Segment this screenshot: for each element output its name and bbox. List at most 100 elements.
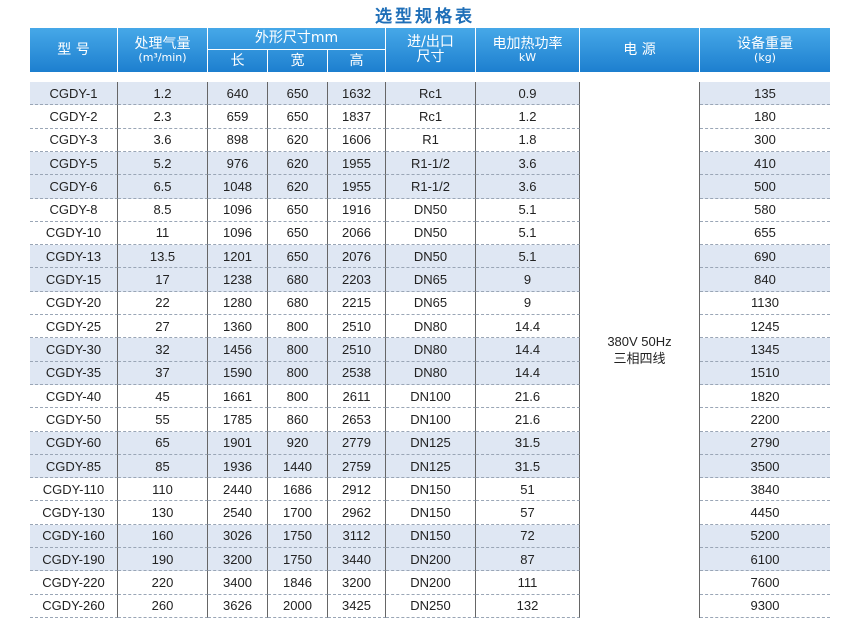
- cell-text: 2759: [342, 458, 371, 474]
- header-text: 电 源: [623, 41, 656, 58]
- cell-text: DN80: [413, 341, 448, 357]
- table-cell: DN80: [386, 338, 476, 362]
- cell-text: 45: [155, 388, 170, 404]
- table-cell: 2790: [700, 432, 830, 455]
- table-cell: CGDY-10: [30, 221, 118, 246]
- header-text: (m³/min): [138, 50, 187, 64]
- table-cell: 135: [700, 82, 830, 106]
- cell-text: 132: [516, 598, 539, 614]
- cell-text: CGDY-40: [45, 388, 102, 404]
- table-cell: 5.1: [476, 221, 580, 246]
- cell-text: CGDY-2: [49, 108, 98, 124]
- header-text: 电加热功率: [492, 35, 563, 52]
- cell-text: 1750: [283, 528, 312, 544]
- table-cell: 1820: [700, 385, 830, 409]
- cell-text: 2611: [342, 388, 371, 404]
- cell-text: 976: [226, 155, 249, 171]
- cell-text: 2653: [342, 411, 371, 427]
- table-cell: CGDY-1: [30, 82, 118, 106]
- header-text: 高: [349, 52, 364, 69]
- table-cell: 3.6: [476, 175, 580, 199]
- cell-text: 260: [151, 598, 174, 614]
- cell-text: DN250: [410, 598, 451, 614]
- table-cell: 2510: [328, 338, 386, 362]
- cell-text: 920: [286, 435, 309, 451]
- cell-text: 659: [226, 108, 249, 124]
- table-cell: 650: [268, 221, 328, 246]
- table-cell: Rc1: [386, 105, 476, 129]
- cell-text: 3026: [223, 528, 252, 544]
- cell-text: 65: [155, 435, 170, 451]
- cell-text: 6.5: [153, 178, 172, 194]
- table-cell: 650: [268, 198, 328, 222]
- table-cell: 72: [476, 524, 580, 549]
- cell-text: 2510: [342, 318, 371, 334]
- table-cell: DN80: [386, 315, 476, 339]
- cell-text: CGDY-3: [49, 132, 98, 148]
- cell-text: 21.6: [514, 388, 541, 404]
- cell-text: 11: [155, 225, 170, 241]
- cell-text: 1.2: [153, 85, 172, 101]
- table-cell: CGDY-85: [30, 454, 118, 479]
- cell-text: 2540: [223, 505, 252, 521]
- cell-text: 9300: [750, 598, 780, 614]
- table-cell: 1.8: [476, 128, 580, 152]
- cell-text: 14.4: [514, 341, 541, 357]
- cell-text: 650: [286, 225, 309, 241]
- supply-text: 380V 50Hz: [607, 334, 672, 349]
- supply-text: 三相四线: [613, 351, 666, 366]
- cell-text: 650: [286, 248, 309, 264]
- cell-text: DN50: [413, 202, 448, 218]
- table-cell: 1590: [208, 361, 268, 385]
- cell-text: 1590: [223, 365, 252, 381]
- header-cell: 处理气量 (m³/min): [118, 28, 208, 72]
- cell-text: DN65: [413, 272, 448, 288]
- header-text: 外形尺寸mm: [254, 30, 339, 46]
- table-cell: 9: [476, 291, 580, 316]
- cell-text: 1.8: [518, 132, 537, 148]
- cell-text: 1785: [223, 411, 252, 427]
- table-cell: 500: [700, 175, 830, 199]
- cell-text: 2538: [342, 365, 371, 381]
- header-cell: 外形尺寸mm: [208, 28, 386, 50]
- table-cell: DN100: [386, 408, 476, 432]
- cell-text: 55: [155, 411, 170, 427]
- cell-text: 27: [155, 318, 170, 334]
- table-cell: 1785: [208, 408, 268, 432]
- table-cell: 3026: [208, 524, 268, 549]
- table-cell: 2510: [328, 315, 386, 339]
- cell-text: 3840: [750, 481, 780, 497]
- cell-text: 1632: [342, 85, 371, 101]
- cell-text: 6100: [750, 551, 780, 567]
- table-cell: 2076: [328, 245, 386, 269]
- cell-text: 130: [151, 505, 174, 521]
- table-cell: CGDY-2: [30, 105, 118, 129]
- cell-text: 500: [754, 178, 776, 194]
- table-cell: 800: [268, 338, 328, 362]
- table-cell: 1280: [208, 291, 268, 316]
- cell-text: 22: [155, 295, 170, 311]
- table-cell: DN50: [386, 198, 476, 222]
- table-cell: 1632: [328, 82, 386, 106]
- cell-text: 1820: [750, 388, 780, 404]
- table-cell: DN65: [386, 268, 476, 292]
- table-cell: 1901: [208, 431, 268, 455]
- cell-text: 3425: [342, 598, 371, 614]
- table-cell: CGDY-60: [30, 431, 118, 455]
- header-text: 型 号: [57, 41, 90, 58]
- cell-text: 650: [286, 85, 309, 101]
- cell-text: 800: [286, 388, 309, 404]
- cell-text: 2510: [342, 341, 371, 357]
- table-cell: DN80: [386, 361, 476, 385]
- table-cell: R1: [386, 128, 476, 152]
- table-cell: CGDY-220: [30, 571, 118, 595]
- table-cell: 22: [118, 291, 208, 316]
- table-cell: 3200: [208, 548, 268, 572]
- table-cell: 2538: [328, 361, 386, 385]
- cell-text: 160: [151, 528, 174, 544]
- table-cell: 680: [268, 268, 328, 292]
- cell-text: 800: [286, 318, 309, 334]
- cell-text: 5.2: [153, 155, 172, 171]
- cell-text: 1456: [223, 341, 252, 357]
